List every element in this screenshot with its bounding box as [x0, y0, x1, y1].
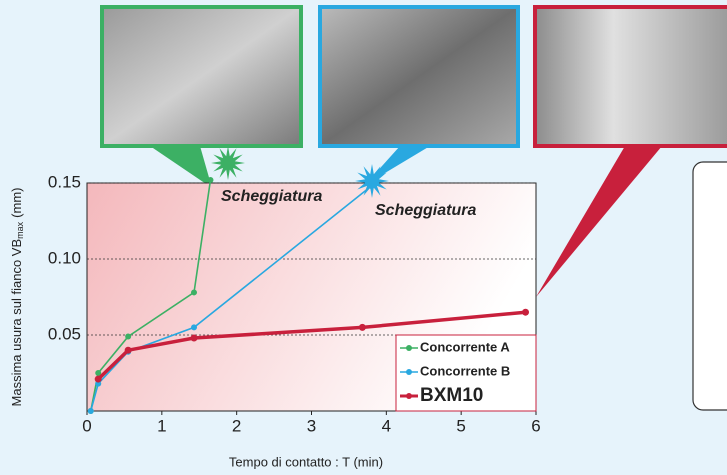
x-tick-label: 1 [157, 416, 166, 435]
data-point [191, 335, 198, 342]
legend-marker [406, 393, 412, 399]
callout [150, 146, 212, 188]
data-point [88, 408, 94, 414]
x-tick-label: 6 [531, 416, 540, 435]
data-point [125, 334, 131, 340]
data-point [95, 376, 102, 383]
data-point [368, 183, 374, 189]
x-tick-label: 5 [456, 416, 465, 435]
legend-label: BXM10 [420, 385, 483, 406]
y-label-main: Massima usura sul fianco VB [9, 239, 24, 407]
x-tick-label: 2 [232, 416, 241, 435]
y-tick-label: 0.05 [48, 324, 81, 343]
callout [536, 146, 662, 297]
annotation: Scheggiatura [221, 188, 322, 205]
photo [320, 7, 518, 146]
x-axis-label: Tempo di contatto : T (min) [229, 454, 383, 469]
legend-marker [406, 369, 412, 375]
data-point [522, 309, 529, 316]
data-point [191, 289, 197, 295]
data-point [359, 324, 366, 331]
legend-label: Concorrente A [420, 339, 510, 354]
x-tick-label: 3 [307, 416, 316, 435]
x-tick-label: 4 [382, 416, 391, 435]
y-axis-label: Massima usura sul fianco VBmax (mm) [9, 188, 25, 407]
y-tick-label: 0.10 [48, 248, 81, 267]
chipping-star [211, 146, 245, 180]
photo [535, 7, 727, 146]
photo [102, 7, 301, 146]
x-tick-label: 0 [82, 416, 91, 435]
data-point [191, 324, 197, 330]
chart: Tempo di contatto : T (min) Massima usur… [0, 0, 727, 475]
annotation: Scheggiatura [375, 202, 476, 219]
y-tick-label: 0.15 [48, 172, 81, 191]
y-label-sub: max [15, 221, 25, 239]
legend-label: Concorrente B [420, 363, 510, 378]
y-label-unit: (mm) [9, 188, 24, 218]
side-box [693, 162, 727, 410]
data-point [207, 177, 213, 183]
data-point [125, 347, 132, 354]
legend-marker [406, 345, 412, 351]
